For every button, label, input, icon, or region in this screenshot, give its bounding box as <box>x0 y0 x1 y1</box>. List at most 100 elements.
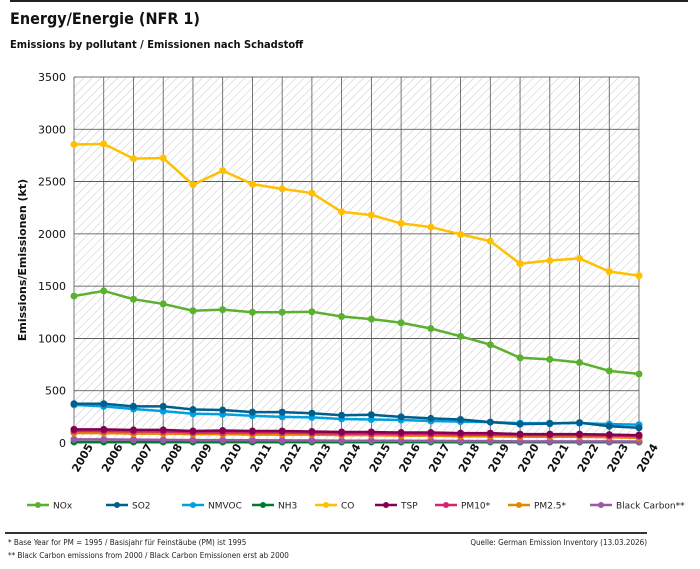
data-point <box>219 167 227 175</box>
data-point <box>219 306 227 314</box>
data-point <box>427 437 435 445</box>
data-point <box>367 211 375 219</box>
series-line-nox <box>73 289 640 376</box>
data-point <box>338 208 346 216</box>
data-point <box>219 436 227 444</box>
data-point <box>129 426 137 434</box>
legend-marker <box>114 502 120 508</box>
data-point <box>278 408 286 416</box>
y-tick-label: 2500 <box>38 176 66 189</box>
x-tick-label: 2008 <box>159 441 186 474</box>
data-point <box>189 427 197 435</box>
data-point <box>635 272 643 280</box>
x-tick-label: 2013 <box>307 441 334 474</box>
data-point <box>278 427 286 435</box>
data-point <box>605 431 613 439</box>
legend-label: NOx <box>53 502 73 512</box>
data-point <box>546 257 554 265</box>
data-point <box>367 315 375 323</box>
data-point <box>70 400 78 408</box>
data-point <box>427 324 435 332</box>
x-tick-label: 2024 <box>634 441 661 474</box>
footer-rule <box>5 532 647 534</box>
legend-label: SO2 <box>132 502 151 512</box>
x-tick-label: 2011 <box>248 441 275 474</box>
data-point <box>486 418 494 426</box>
legend-label: Black Carbon** <box>616 502 685 512</box>
data-point <box>159 402 167 410</box>
data-point <box>278 185 286 193</box>
legend-label: CO <box>341 502 354 512</box>
x-tick-label: 2016 <box>396 441 423 474</box>
x-tick-label: 2023 <box>605 441 632 474</box>
x-tick-label: 2018 <box>456 441 483 474</box>
data-point <box>308 409 316 417</box>
y-tick-label: 1500 <box>38 280 66 293</box>
data-point <box>159 300 167 308</box>
legend-marker <box>598 502 604 508</box>
data-point <box>516 420 524 428</box>
data-point <box>605 268 613 276</box>
data-point <box>486 237 494 245</box>
series-line-blackcarbon <box>74 438 640 443</box>
legend-label: NMVOC <box>208 502 242 512</box>
data-point <box>70 292 78 300</box>
footnote-2: ** Black Carbon emissions from 2000 / Bl… <box>8 551 289 560</box>
x-tick-label: 2007 <box>129 441 156 474</box>
data-point <box>129 155 137 163</box>
data-point <box>308 436 316 444</box>
data-point <box>129 436 137 444</box>
data-point <box>189 436 197 444</box>
legend-marker <box>443 502 449 508</box>
data-point <box>397 319 405 327</box>
series-line-co <box>73 142 640 277</box>
x-tick-label: 2020 <box>515 441 542 474</box>
data-point <box>635 370 643 378</box>
x-tick-label: 2014 <box>337 441 364 474</box>
chart-subtitle: Emissions by pollutant / Emissionen nach… <box>10 38 304 51</box>
top-rule <box>10 0 688 2</box>
data-point <box>70 140 78 148</box>
data-point <box>129 402 137 410</box>
data-point <box>129 295 137 303</box>
data-point <box>248 427 256 435</box>
data-point <box>278 436 286 444</box>
x-tick-label: 2012 <box>277 441 304 474</box>
data-point <box>219 426 227 434</box>
data-point <box>100 287 108 295</box>
data-point <box>70 435 78 443</box>
legend-label: PM2.5* <box>534 502 567 512</box>
data-point <box>546 430 554 438</box>
data-point <box>308 427 316 435</box>
data-point <box>397 219 405 227</box>
x-tick-label: 2009 <box>188 441 215 474</box>
x-tick-label: 2021 <box>545 441 572 474</box>
data-point <box>100 400 108 408</box>
data-point <box>367 428 375 436</box>
data-point <box>100 140 108 148</box>
x-tick-label: 2019 <box>486 441 513 474</box>
y-axis-label: Emissions/Emissionen (kt) <box>16 179 29 341</box>
data-point <box>516 260 524 268</box>
data-point <box>397 413 405 421</box>
data-point <box>338 428 346 436</box>
legend-label: NH3 <box>278 502 297 512</box>
data-point <box>546 420 554 428</box>
data-point <box>427 223 435 231</box>
y-tick-label: 2000 <box>38 228 66 241</box>
data-point <box>605 367 613 375</box>
y-tick-label: 0 <box>59 437 66 450</box>
series-line-pm25 <box>74 431 640 440</box>
data-point <box>248 408 256 416</box>
data-point <box>70 425 78 433</box>
data-point <box>635 431 643 439</box>
data-point <box>219 406 227 414</box>
x-tick-label: 2010 <box>218 441 245 474</box>
data-point <box>248 308 256 316</box>
data-point <box>159 436 167 444</box>
data-point <box>457 437 465 445</box>
legend-marker <box>260 502 266 508</box>
data-point <box>427 414 435 422</box>
